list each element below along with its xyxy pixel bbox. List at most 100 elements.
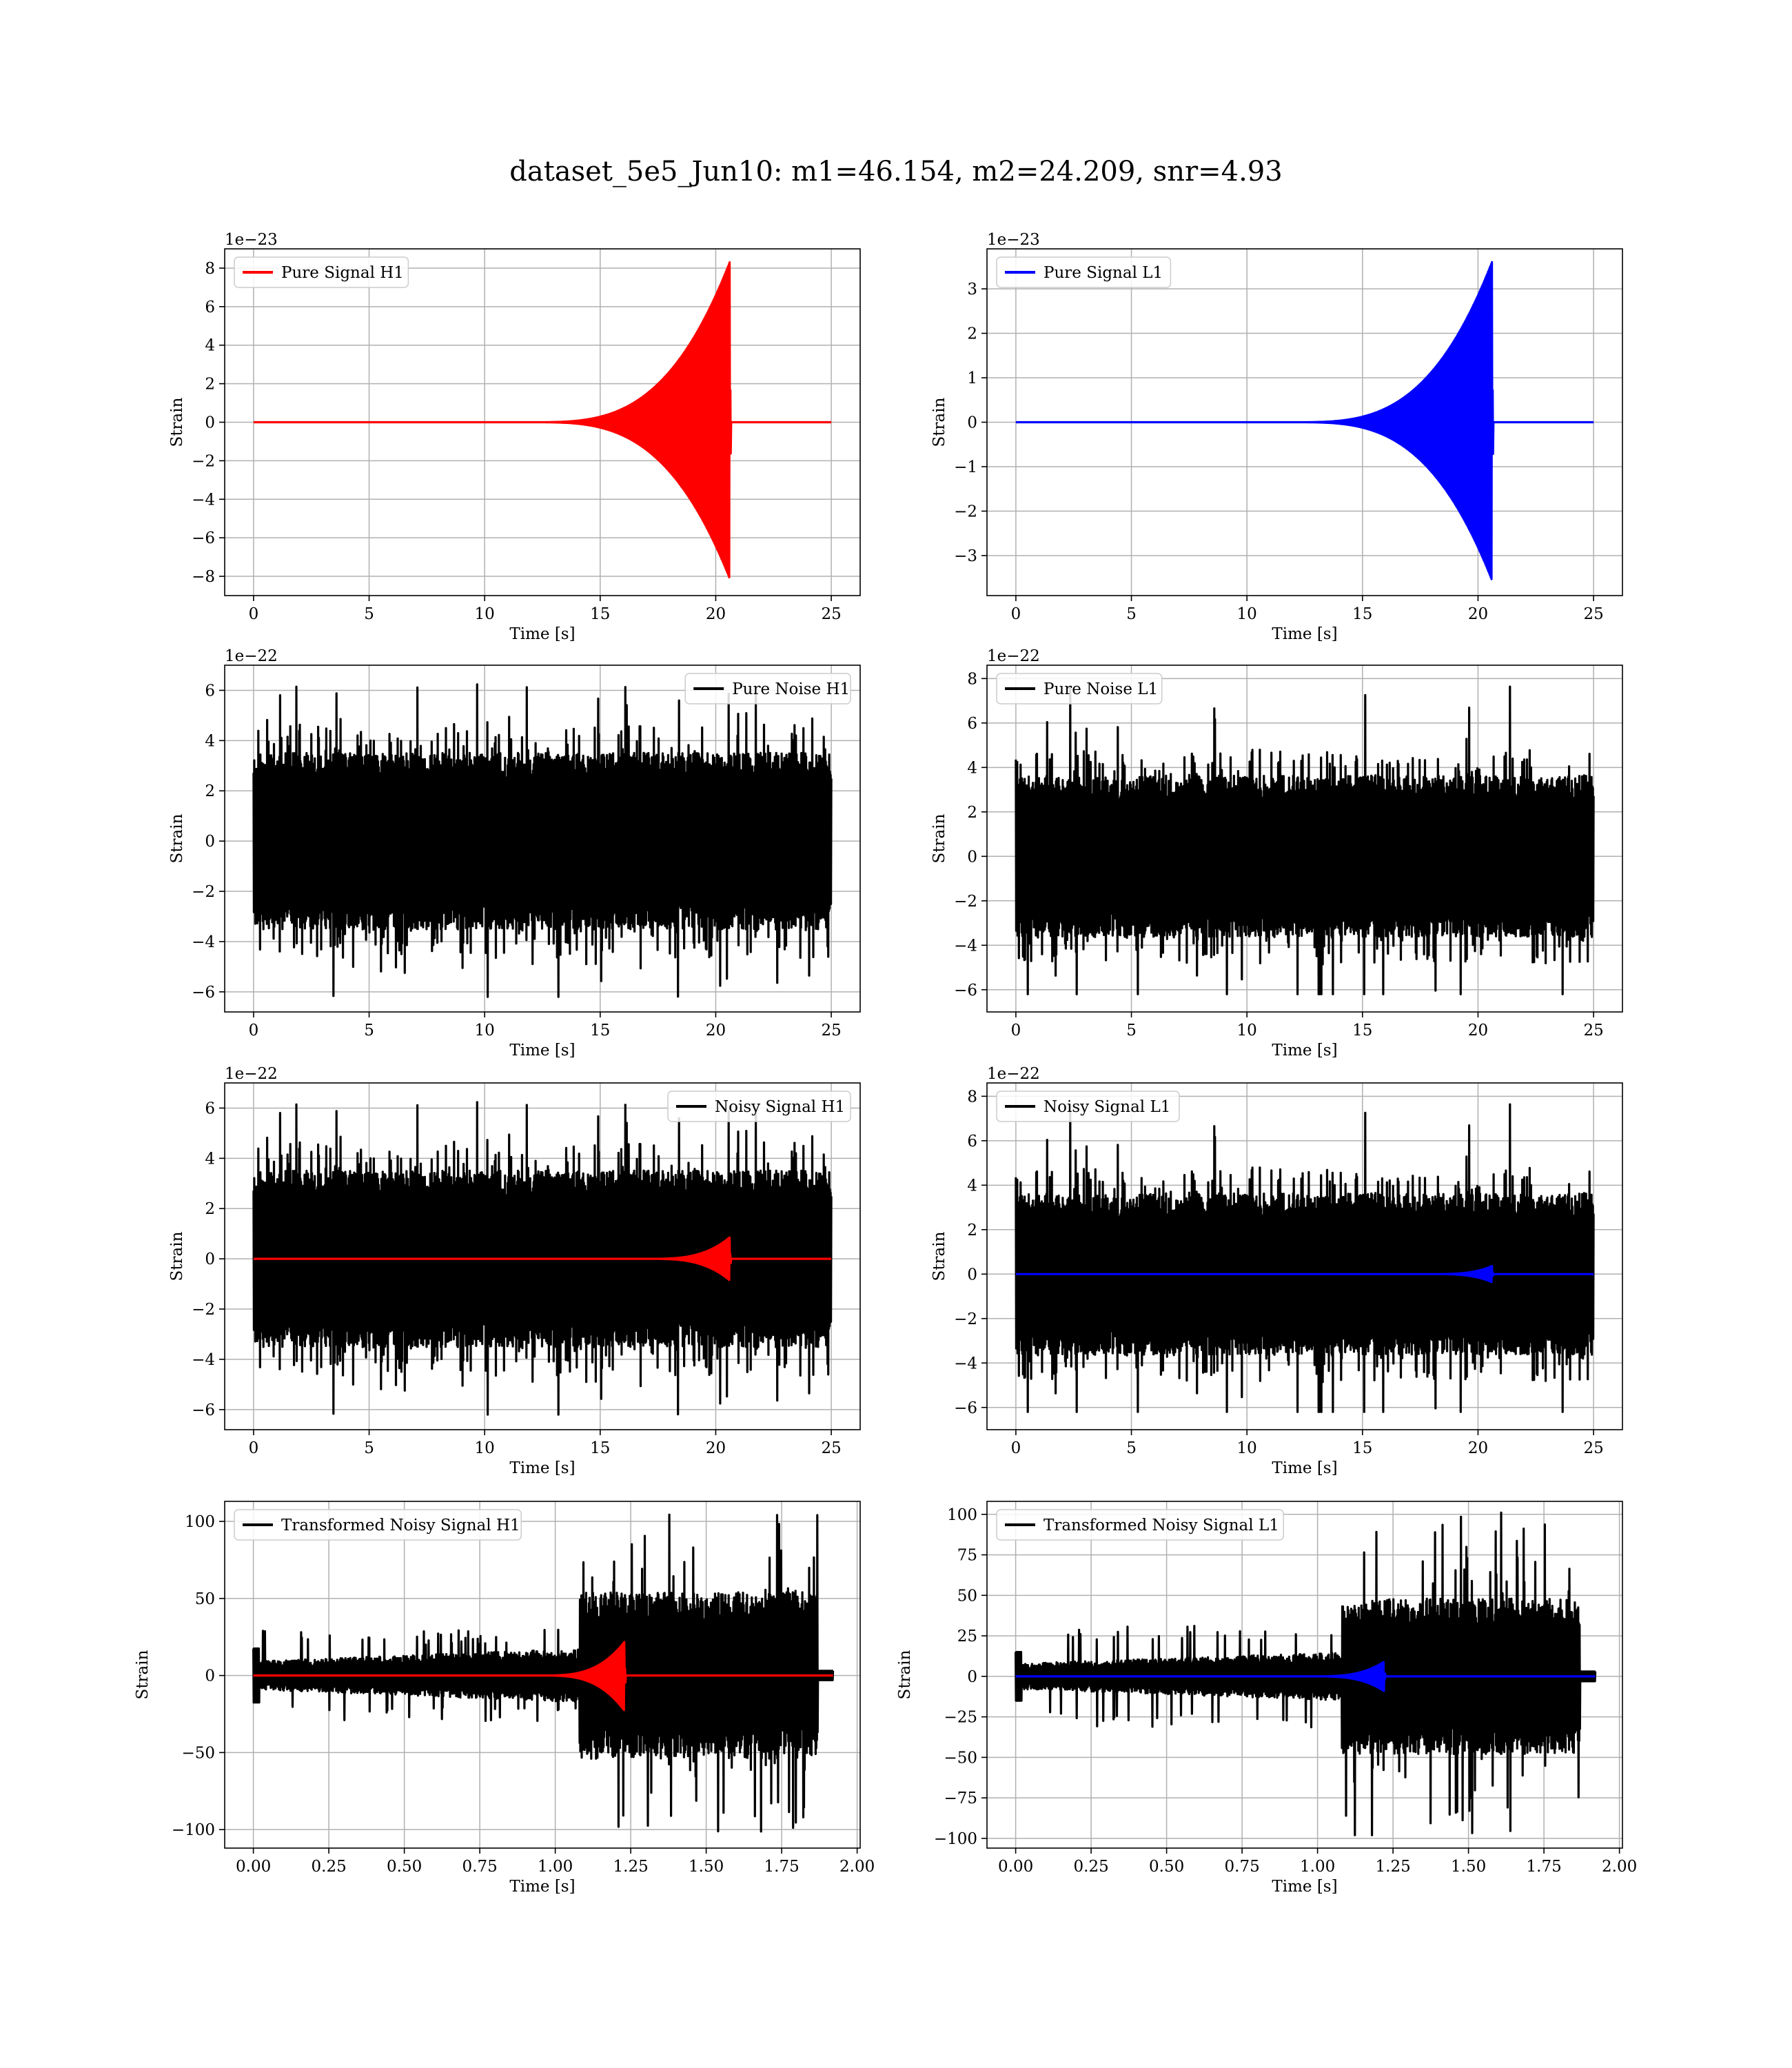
legend-label: Pure Noise H1 bbox=[732, 680, 850, 698]
legend-box bbox=[234, 1509, 522, 1541]
x-tick-label: 1.00 bbox=[1300, 1858, 1335, 1876]
y-tick-label: 3 bbox=[967, 281, 977, 298]
y-tick-label: 6 bbox=[967, 715, 977, 733]
y-tick-label: 25 bbox=[957, 1628, 977, 1645]
x-tick-label: 0 bbox=[1011, 605, 1021, 623]
y-tick-label: −3 bbox=[954, 547, 977, 565]
x-tick-label: 0.25 bbox=[1074, 1858, 1109, 1876]
y-tick-label: −1 bbox=[954, 458, 977, 476]
subplot-noisy-signal-l1: 0 5 10 15 20 25 −6 −4 −2 0 2 4 6 8 Time [s] Strain 1e−22… bbox=[930, 1065, 1623, 1477]
y-tick-label: 100 bbox=[185, 1513, 215, 1531]
y-tick-label: −100 bbox=[934, 1830, 977, 1848]
x-tick-label: 1.50 bbox=[689, 1858, 724, 1876]
offset-text: 1e−23 bbox=[987, 231, 1040, 249]
y-tick-label: 2 bbox=[967, 1221, 977, 1239]
y-tick-label: 4 bbox=[205, 1150, 215, 1168]
x-tick-label: 5 bbox=[1126, 605, 1137, 623]
legend-label: Noisy Signal L1 bbox=[1043, 1098, 1170, 1116]
series-line-signal bbox=[252, 1641, 834, 1712]
x-axis-label: Time [s] bbox=[509, 1042, 575, 1060]
x-tick-label: 0.75 bbox=[462, 1858, 498, 1876]
x-tick-label: 2.00 bbox=[839, 1858, 875, 1876]
y-tick-label: 2 bbox=[205, 376, 215, 394]
y-tick-label: −4 bbox=[192, 1351, 215, 1369]
x-tick-label: 0 bbox=[1011, 1022, 1021, 1040]
y-tick-label: −75 bbox=[944, 1790, 977, 1807]
y-tick-label: −50 bbox=[181, 1744, 215, 1762]
y-tick-label: 8 bbox=[967, 670, 977, 688]
y-tick-label: −6 bbox=[192, 1401, 215, 1419]
subplot-pure-signal-h1: 0 5 10 15 20 25 −8 −6 −4 −2 0 2 4 6 8 Time [s] Strain 1e−… bbox=[168, 231, 861, 643]
y-tick-label: 8 bbox=[205, 260, 215, 278]
x-tick-label: 5 bbox=[1126, 1022, 1137, 1040]
axes-frame bbox=[986, 1082, 1623, 1430]
y-tick-label: 6 bbox=[205, 1099, 215, 1117]
y-tick-label: 100 bbox=[947, 1506, 977, 1524]
x-tick-label: 1.75 bbox=[1527, 1858, 1562, 1876]
y-axis-label: Strain bbox=[930, 1231, 948, 1281]
axes-frame bbox=[986, 665, 1623, 1013]
y-tick-label: −6 bbox=[954, 982, 977, 1000]
x-tick-label: 0.75 bbox=[1225, 1858, 1260, 1876]
offset-text: 1e−22 bbox=[987, 647, 1040, 665]
series-group bbox=[252, 683, 833, 998]
x-tick-label: 0.00 bbox=[236, 1858, 271, 1876]
series-line-noise bbox=[1015, 1103, 1595, 1413]
x-axis-label: Time [s] bbox=[509, 1878, 575, 1896]
x-tick-label: 1.25 bbox=[1376, 1858, 1411, 1876]
legend-label: Transformed Noisy Signal H1 bbox=[281, 1517, 520, 1534]
x-tick-label: 15 bbox=[590, 1439, 610, 1457]
y-tick-label: 75 bbox=[957, 1547, 977, 1565]
series-group bbox=[1015, 1103, 1595, 1413]
offset-text: 1e−22 bbox=[987, 1065, 1040, 1083]
y-tick-label: 50 bbox=[195, 1590, 215, 1608]
subplot-pure-noise-l1: 0 5 10 15 20 25 −6 −4 −2 0 2 4 6 8 Time [s] Strain 1e−22… bbox=[930, 647, 1623, 1060]
y-tick-label: 4 bbox=[967, 1177, 977, 1195]
x-tick-label: 1.75 bbox=[764, 1858, 800, 1876]
series-line-signal bbox=[252, 261, 833, 578]
legend-box bbox=[684, 673, 851, 704]
y-axis-label: Strain bbox=[134, 1650, 152, 1699]
y-tick-label: 4 bbox=[205, 732, 215, 750]
y-tick-label: −4 bbox=[192, 491, 215, 509]
y-tick-label: 2 bbox=[205, 782, 215, 800]
y-tick-label: −100 bbox=[172, 1821, 215, 1839]
y-tick-label: 2 bbox=[967, 325, 977, 343]
legend-box bbox=[996, 256, 1172, 288]
x-tick-label: 10 bbox=[1237, 1439, 1257, 1457]
y-tick-label: −4 bbox=[954, 937, 977, 955]
legend-label: Transformed Noisy Signal L1 bbox=[1043, 1517, 1279, 1534]
x-axis-label: Time [s] bbox=[509, 625, 575, 643]
series-group bbox=[1015, 261, 1595, 580]
y-tick-label: 0 bbox=[967, 1266, 977, 1284]
x-tick-label: 15 bbox=[1352, 605, 1372, 623]
x-tick-label: 0.25 bbox=[312, 1858, 347, 1876]
x-tick-label: 1.00 bbox=[538, 1858, 573, 1876]
series-line-signal bbox=[1015, 1661, 1596, 1692]
subplot-transformed-noisy-signal-h1: 0.00 0.25 0.50 0.75 1.00 1.25 1.50 1.75 2.00 −100… bbox=[134, 1501, 875, 1896]
y-axis-label: Strain bbox=[930, 397, 948, 447]
x-tick-label: 15 bbox=[590, 605, 610, 623]
y-tick-label: −8 bbox=[192, 568, 215, 586]
y-tick-label: 8 bbox=[967, 1088, 977, 1106]
legend: Noisy Signal L1 bbox=[996, 1091, 1180, 1122]
subplot-pure-signal-l1: 0 5 10 15 20 25 −3 −2 −1 0 1 2 3 Time [s] Strain 1e−23P… bbox=[930, 231, 1623, 643]
x-tick-label: 0 bbox=[1011, 1439, 1021, 1457]
y-tick-label: 0 bbox=[205, 833, 215, 851]
y-axis-label: Strain bbox=[930, 813, 948, 863]
legend-label: Noisy Signal H1 bbox=[715, 1098, 845, 1116]
x-tick-label: 10 bbox=[1237, 1022, 1257, 1040]
legend-box bbox=[234, 256, 409, 288]
series-group bbox=[252, 1513, 835, 1833]
legend-label: Pure Signal H1 bbox=[281, 264, 404, 282]
legend-box bbox=[996, 1091, 1180, 1122]
axes-frame bbox=[224, 665, 861, 1013]
y-tick-label: 6 bbox=[205, 298, 215, 316]
x-tick-label: 25 bbox=[1583, 1022, 1603, 1040]
y-tick-label: −2 bbox=[954, 893, 977, 911]
y-axis-label: Strain bbox=[168, 397, 186, 447]
y-tick-label: −2 bbox=[954, 503, 977, 520]
y-tick-label: 0 bbox=[967, 1668, 977, 1686]
